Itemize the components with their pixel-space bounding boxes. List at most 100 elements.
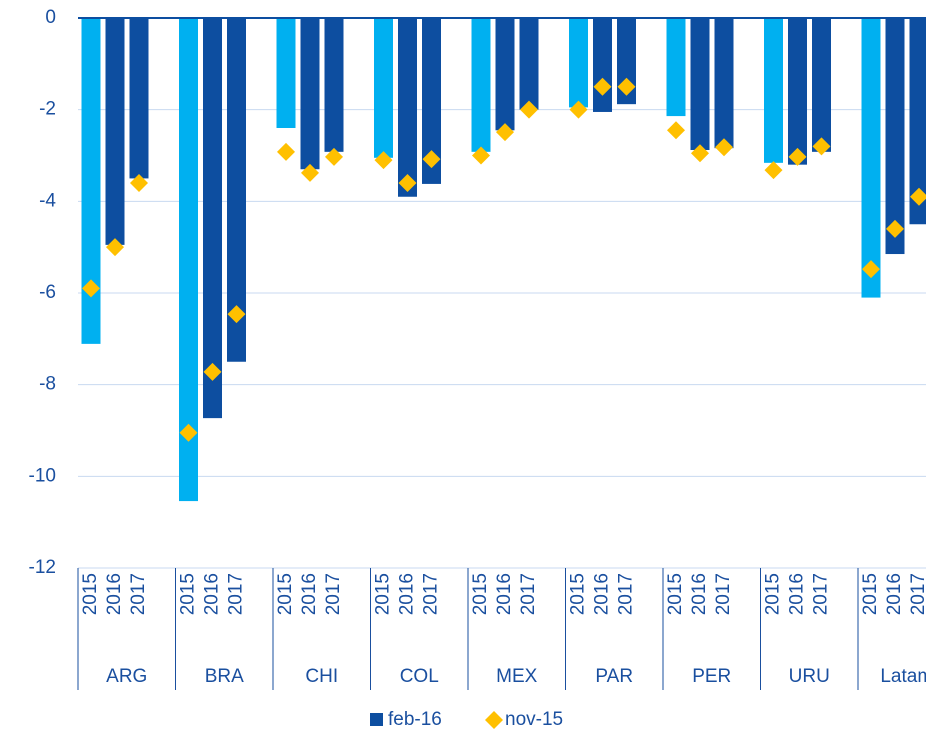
diamond-marker xyxy=(106,238,124,257)
bar xyxy=(129,18,149,179)
diamond-marker xyxy=(691,144,709,163)
y-tick-label: -8 xyxy=(39,374,56,395)
diamond-marker xyxy=(910,187,926,206)
legend-label: feb-16 xyxy=(388,709,442,730)
x-tick-label: 2016 xyxy=(104,573,125,615)
diamond-marker xyxy=(130,174,148,192)
group-label: URU xyxy=(789,666,830,687)
y-tick-label: -12 xyxy=(29,557,56,578)
x-tick-label: 2016 xyxy=(397,573,418,615)
bar xyxy=(909,18,926,225)
x-tick-label: 2016 xyxy=(884,573,905,615)
bar xyxy=(81,18,101,344)
bar xyxy=(422,18,441,184)
x-tick-label: 2016 xyxy=(494,573,515,615)
y-tick-label: 0 xyxy=(45,7,56,28)
bar xyxy=(690,18,710,150)
diamond-marker xyxy=(203,362,222,381)
diamond-marker xyxy=(398,174,417,192)
bar xyxy=(179,18,198,502)
legend-swatch xyxy=(370,713,383,726)
bar xyxy=(203,18,222,419)
diamond-marker xyxy=(617,77,636,96)
diamond-marker xyxy=(277,142,295,161)
diamond-marker xyxy=(520,100,538,119)
x-tick-label: 2015 xyxy=(470,573,491,615)
diamond-marker xyxy=(227,305,246,324)
diamond-marker xyxy=(301,163,319,182)
bar xyxy=(276,18,296,128)
group-label: CHI xyxy=(305,666,338,687)
x-tick-label: 2015 xyxy=(763,573,784,615)
bar xyxy=(569,18,588,108)
x-tick-label: 2015 xyxy=(568,573,589,615)
x-tick-label: 2015 xyxy=(178,573,199,615)
diamond-marker xyxy=(812,137,831,156)
x-tick-label: 2017 xyxy=(518,573,539,615)
x-tick-label: 2016 xyxy=(689,573,710,615)
bar xyxy=(885,18,905,255)
diamond-marker xyxy=(82,279,100,298)
diamond-marker xyxy=(715,138,733,157)
diamond-marker xyxy=(667,121,685,140)
diamond-marker xyxy=(374,151,393,170)
y-tick-label: -6 xyxy=(39,282,56,303)
group-label: PER xyxy=(692,666,731,687)
x-tick-label: 2016 xyxy=(592,573,613,615)
legend-swatch xyxy=(485,711,503,729)
x-tick-label: 2016 xyxy=(787,573,808,615)
x-tick-label: 2017 xyxy=(323,573,344,615)
x-tick-label: 2015 xyxy=(373,573,394,615)
diamond-marker xyxy=(496,123,514,142)
diamond-marker xyxy=(179,423,198,442)
bar xyxy=(519,18,539,110)
bar xyxy=(666,18,686,117)
x-tick-label: 2017 xyxy=(908,573,926,615)
bar xyxy=(593,18,612,112)
x-tick-label: 2017 xyxy=(713,573,734,615)
bar xyxy=(812,18,831,152)
diamond-marker xyxy=(569,100,588,119)
legend-label: nov-15 xyxy=(505,709,563,730)
bar xyxy=(714,18,734,149)
diamond-marker xyxy=(422,150,441,169)
bar xyxy=(227,18,246,362)
group-label: PAR xyxy=(595,666,633,687)
group-label: COL xyxy=(400,666,439,687)
diamond-marker xyxy=(764,161,783,180)
diamond-marker xyxy=(472,146,490,165)
diamond-marker xyxy=(325,147,343,166)
diamond-marker xyxy=(593,77,612,96)
x-tick-label: 2017 xyxy=(616,573,637,615)
bar xyxy=(861,18,881,298)
bar xyxy=(374,18,393,158)
diamond-marker xyxy=(862,260,880,279)
x-tick-label: 2017 xyxy=(226,573,247,615)
bar xyxy=(398,18,417,197)
x-tick-label: 2017 xyxy=(811,573,832,615)
group-label: ARG xyxy=(106,666,147,687)
x-tick-label: 2016 xyxy=(202,573,223,615)
x-tick-label: 2015 xyxy=(275,573,296,615)
bar xyxy=(471,18,491,152)
x-tick-label: 2017 xyxy=(128,573,149,615)
y-tick-label: -10 xyxy=(29,465,56,486)
bar xyxy=(324,18,344,152)
group-label: MEX xyxy=(496,666,538,687)
bar xyxy=(300,18,320,170)
x-tick-label: 2017 xyxy=(421,573,442,615)
group-label: BRA xyxy=(205,666,244,687)
bar xyxy=(105,18,125,245)
bar xyxy=(495,18,515,131)
x-tick-label: 2015 xyxy=(665,573,686,615)
x-tick-label: 2015 xyxy=(860,573,881,615)
diamond-marker xyxy=(886,219,904,238)
bar xyxy=(764,18,783,163)
group-label: Latam xyxy=(880,666,926,687)
x-tick-label: 2016 xyxy=(299,573,320,615)
y-tick-label: -2 xyxy=(39,99,56,120)
diamond-marker xyxy=(788,147,807,166)
x-tick-label: 2015 xyxy=(80,573,101,615)
y-tick-label: -4 xyxy=(39,190,56,211)
